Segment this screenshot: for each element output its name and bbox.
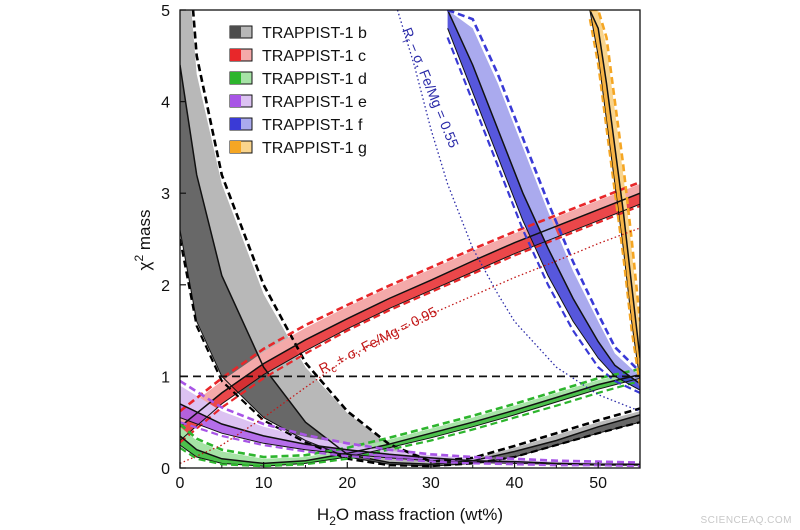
legend-label: TRAPPIST-1 d bbox=[262, 71, 367, 88]
annotation-curves bbox=[180, 10, 640, 464]
trappist-1-g-dashed-high bbox=[589, 10, 640, 322]
axes: 0 10 20 30 40 50 0 1 2 3 4 5 bbox=[161, 3, 641, 492]
x-tick-label: 50 bbox=[589, 475, 607, 492]
y-axis-title: χ2 mass bbox=[132, 210, 154, 271]
trappist-1-d-outer-band bbox=[180, 370, 640, 464]
x-axis-title: H2O mass fraction (wt%) bbox=[317, 505, 503, 528]
x-tick-label: 10 bbox=[255, 475, 273, 492]
legend-item-trappist-1-b: TRAPPIST-1 b bbox=[229, 25, 367, 42]
trappist-1-c-mid-line bbox=[180, 192, 640, 428]
axis-titles: H2O mass fraction (wt%) χ2 mass bbox=[132, 210, 503, 528]
y-tick-label: 0 bbox=[161, 461, 170, 478]
trappist-1-c-dashed-high bbox=[180, 180, 640, 413]
legend-swatch-dark bbox=[230, 141, 241, 153]
trappist-1-c-low-line bbox=[180, 203, 640, 441]
legend-swatch-dark bbox=[230, 118, 241, 130]
trappist-1-f-outer-band bbox=[447, 10, 640, 384]
x-tick-label: 20 bbox=[338, 475, 356, 492]
annotation-curve-0 bbox=[396, 10, 640, 412]
y-tick-label: 1 bbox=[161, 369, 170, 386]
legend-swatch-dark bbox=[230, 72, 241, 84]
trappist-1-c-outer-band bbox=[180, 184, 640, 427]
trappist-1-b-dashed-high bbox=[191, 10, 640, 463]
trappist-1-d-mid-line bbox=[180, 373, 640, 465]
x-tick-label: 30 bbox=[422, 475, 440, 492]
legend-swatch-dark bbox=[230, 95, 241, 107]
plot-frame bbox=[179, 9, 641, 469]
legend-item-trappist-1-g: TRAPPIST-1 g bbox=[229, 140, 367, 157]
legend-label: TRAPPIST-1 c bbox=[262, 48, 366, 65]
y-tick-label: 3 bbox=[161, 186, 170, 203]
trappist-1-c-inner-band bbox=[180, 193, 640, 441]
legend-item-trappist-1-c: TRAPPIST-1 c bbox=[229, 48, 366, 65]
trappist-1-b-mid-line bbox=[180, 64, 640, 466]
trappist-1-d-dashed-high bbox=[180, 367, 640, 459]
trappist-1-f-mid-line bbox=[446, 10, 640, 385]
legend-item-trappist-1-f: TRAPPIST-1 f bbox=[229, 117, 363, 134]
trappist-1-e-dashed-high bbox=[180, 379, 640, 464]
y-tick-label: 2 bbox=[161, 278, 170, 295]
legend-item-trappist-1-e: TRAPPIST-1 e bbox=[229, 94, 367, 111]
trappist-1-e-mid-line bbox=[180, 403, 640, 466]
trappist-1-g-low-line bbox=[589, 10, 640, 382]
legend: TRAPPIST-1 b TRAPPIST-1 c TRAPPIST-1 d TRAP… bbox=[229, 25, 367, 157]
legend-swatch-dark bbox=[230, 26, 241, 38]
watermark: SCIENCEAQ.COM bbox=[700, 515, 792, 526]
y-tick-label: 4 bbox=[161, 95, 170, 112]
trappist-1-g-mid-line bbox=[589, 10, 640, 359]
x-tick-label: 0 bbox=[176, 475, 185, 492]
legend-label: TRAPPIST-1 e bbox=[262, 94, 367, 111]
annotation-label-0: Rf − σ, Fe/Mg = 0.55 bbox=[396, 25, 463, 152]
y-tick-label: 5 bbox=[161, 3, 170, 20]
legend-label: TRAPPIST-1 b bbox=[262, 25, 367, 42]
legend-label: TRAPPIST-1 g bbox=[262, 140, 367, 157]
x-tick-label: 40 bbox=[506, 475, 524, 492]
trappist-1-f-dashed-high bbox=[447, 10, 640, 373]
trappist-1-g-dashed-low bbox=[588, 19, 640, 386]
legend-item-trappist-1-d: TRAPPIST-1 d bbox=[229, 71, 367, 88]
annotation-curve-1 bbox=[180, 227, 640, 464]
legend-swatch-dark bbox=[230, 49, 241, 61]
trappist-1-f-low-line bbox=[447, 28, 640, 391]
legend-label: TRAPPIST-1 f bbox=[262, 117, 363, 134]
trappist-1-e-dashed-low bbox=[180, 421, 640, 468]
